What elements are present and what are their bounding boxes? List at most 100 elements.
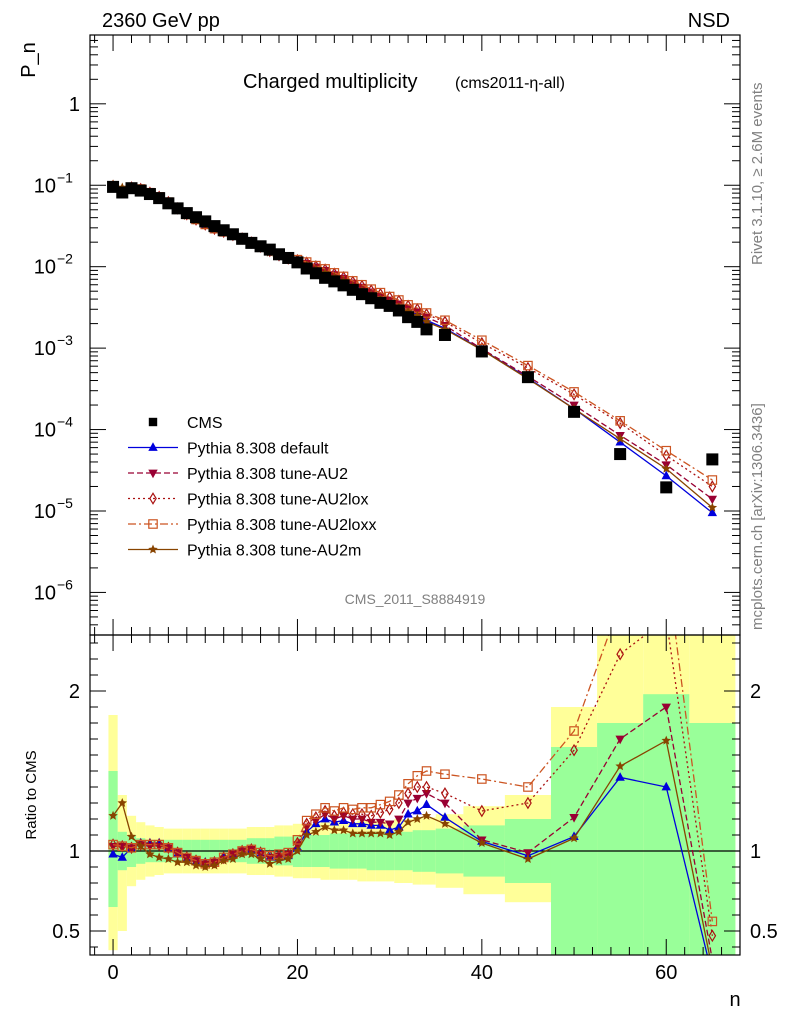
main-point-au2 xyxy=(707,495,718,505)
y-tick-label-ratio: 2 xyxy=(69,681,80,703)
ratio-point-au2m xyxy=(403,817,413,827)
legend-marker-au2loxx xyxy=(148,519,158,529)
ratio-point-au2m xyxy=(126,831,137,841)
ratio-point-au2lox xyxy=(441,787,449,800)
data-point-cms xyxy=(245,236,258,249)
ratio-point-au2 xyxy=(384,820,395,829)
ratio-point-au2m xyxy=(569,833,579,843)
legend-label: Pythia 8.308 default xyxy=(187,441,329,458)
rivet-version-label: Rivet 3.1.10, ≥ 2.6M events xyxy=(749,83,766,266)
ratio-point-au2m xyxy=(200,862,210,872)
ratio-point-au2loxx xyxy=(707,916,718,927)
ratio-point-au2loxx xyxy=(154,839,164,850)
main-point-au2m xyxy=(707,502,718,512)
ratio-point-au2loxx xyxy=(126,842,137,853)
main-point-au2lox xyxy=(662,449,671,462)
data-point-cms xyxy=(521,371,534,384)
ratio-point-au2lox xyxy=(524,796,532,810)
data-point-cms xyxy=(226,228,239,241)
ratio-point-default xyxy=(421,799,432,808)
data-point-cms xyxy=(706,453,719,466)
data-point-cms xyxy=(125,182,138,195)
ratio-point-au2m xyxy=(708,964,718,973)
ratio-point-au2m xyxy=(523,854,533,864)
ratio-point-au2m xyxy=(246,849,257,859)
data-point-cms xyxy=(162,197,175,210)
ratio-point-au2loxx xyxy=(329,806,340,816)
ratio-point-au2m xyxy=(163,854,174,864)
ratio-point-au2m xyxy=(384,830,395,840)
ratio-series-group xyxy=(108,635,718,973)
ratio-point-au2lox xyxy=(413,780,422,794)
ratio-point-au2m xyxy=(108,810,118,820)
data-point-cms xyxy=(107,180,120,193)
x-tick-label: 20 xyxy=(286,962,308,984)
ratio-point-au2lox xyxy=(385,803,394,816)
data-point-cms xyxy=(365,292,378,305)
ratio-point-default xyxy=(615,772,625,781)
ratio-point-au2lox xyxy=(348,807,357,821)
ratio-point-au2loxx xyxy=(117,841,128,851)
ratio-point-au2lox xyxy=(155,838,164,851)
ratio-point-au2m xyxy=(615,761,625,771)
main-point-au2loxx xyxy=(523,360,533,371)
data-point-cms xyxy=(660,481,673,494)
main-point-au2loxx xyxy=(615,416,625,426)
legend-label: Pythia 8.308 tune-AU2lox xyxy=(187,492,368,509)
ratio-point-default xyxy=(117,852,127,861)
ratio-point-au2m xyxy=(228,854,238,864)
band-inner-bin xyxy=(689,723,736,955)
data-point-cms xyxy=(254,240,267,253)
ratio-point-au2loxx xyxy=(163,842,174,853)
legend-marker-default xyxy=(148,442,158,451)
data-point-cms xyxy=(291,256,304,269)
ratio-point-au2lox xyxy=(302,817,311,831)
ratio-point-au2 xyxy=(661,703,671,713)
data-point-cms xyxy=(337,279,350,292)
ratio-point-default xyxy=(394,821,404,831)
data-point-cms xyxy=(402,311,415,324)
legend-label: Pythia 8.308 tune-AU2m xyxy=(187,543,361,560)
ratio-point-au2loxx xyxy=(347,804,358,815)
ratio-point-au2 xyxy=(375,818,386,828)
plot-title-main: Charged multiplicity xyxy=(243,71,418,93)
ratio-point-au2 xyxy=(421,790,432,799)
data-point-cms xyxy=(134,184,147,197)
main-series-group xyxy=(107,179,719,517)
ratio-point-au2m xyxy=(394,826,404,836)
ratio-point-au2m xyxy=(338,825,349,835)
ratio-point-au2lox xyxy=(339,806,348,819)
ratio-point-au2loxx xyxy=(172,847,183,858)
legend-item: Pythia 8.308 tune-AU2lox xyxy=(128,492,368,509)
ratio-point-au2loxx xyxy=(403,778,413,789)
main-point-au2lox xyxy=(616,416,624,430)
data-point-cms xyxy=(614,448,627,461)
ratio-point-au2 xyxy=(440,799,450,809)
analysis-watermark: CMS_2011_S8884919 xyxy=(345,591,486,607)
legend-marker-au2 xyxy=(148,469,158,479)
main-point-au2m xyxy=(661,463,671,473)
y-tick-label-main: 10 xyxy=(34,257,56,279)
ratio-point-au2loxx xyxy=(440,769,450,779)
energy-label: 2360 GeV pp xyxy=(102,10,220,32)
ratio-point-au2m xyxy=(440,818,450,828)
legend-item: Pythia 8.308 tune-AU2m xyxy=(128,543,361,560)
main-line-default xyxy=(112,187,713,514)
data-point-cms xyxy=(438,328,451,341)
ratio-point-au2loxx xyxy=(108,839,118,850)
ratio-point-au2loxx xyxy=(301,815,312,826)
ratio-point-au2m xyxy=(412,814,423,824)
ratio-point-au2lox xyxy=(136,838,145,851)
y-tick-label-ratio: 1 xyxy=(69,841,80,863)
ratio-point-au2loxx xyxy=(412,770,423,781)
ratio-point-au2m xyxy=(172,857,183,867)
legend-item: Pythia 8.308 tune-AU2 xyxy=(128,466,348,483)
main-point-au2lox xyxy=(708,480,717,493)
data-point-cms xyxy=(199,215,212,228)
data-point-cms xyxy=(346,283,359,296)
data-point-cms xyxy=(116,186,129,199)
ratio-point-au2m xyxy=(348,828,358,838)
y-tick-exponent-main: −6 xyxy=(57,576,73,592)
legend-label: CMS xyxy=(187,415,223,432)
